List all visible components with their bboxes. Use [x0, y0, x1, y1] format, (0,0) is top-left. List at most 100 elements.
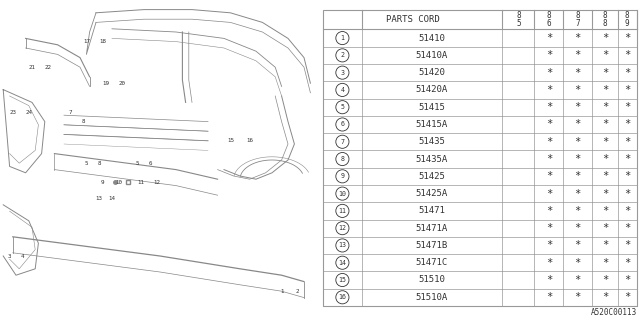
- Text: 22: 22: [45, 65, 51, 70]
- Text: 6: 6: [148, 161, 152, 166]
- Text: 4: 4: [340, 87, 344, 93]
- Text: 51425A: 51425A: [416, 189, 448, 198]
- Circle shape: [336, 66, 349, 79]
- Text: *: *: [575, 240, 580, 251]
- Circle shape: [336, 152, 349, 166]
- Text: *: *: [602, 275, 608, 285]
- Text: 2: 2: [340, 52, 344, 58]
- Text: 51510A: 51510A: [416, 293, 448, 302]
- Text: *: *: [575, 223, 580, 233]
- Text: *: *: [624, 154, 630, 164]
- Text: *: *: [575, 102, 580, 112]
- Text: *: *: [602, 50, 608, 60]
- Text: *: *: [575, 171, 580, 181]
- Text: *: *: [624, 206, 630, 216]
- Text: *: *: [624, 119, 630, 130]
- Text: 51415: 51415: [419, 103, 445, 112]
- Text: 7: 7: [340, 139, 344, 145]
- Text: *: *: [624, 188, 630, 199]
- Text: *: *: [546, 292, 552, 302]
- Text: 7: 7: [575, 19, 580, 28]
- Text: *: *: [575, 154, 580, 164]
- Text: 5: 5: [516, 19, 521, 28]
- Text: *: *: [602, 102, 608, 112]
- Text: *: *: [575, 33, 580, 43]
- Text: 3: 3: [340, 70, 344, 76]
- Text: 10: 10: [115, 180, 122, 185]
- Text: *: *: [602, 223, 608, 233]
- Text: *: *: [575, 275, 580, 285]
- Text: 15: 15: [339, 277, 346, 283]
- Text: *: *: [575, 258, 580, 268]
- Text: 1: 1: [340, 35, 344, 41]
- Text: 6: 6: [547, 19, 551, 28]
- Text: *: *: [624, 102, 630, 112]
- Text: *: *: [575, 50, 580, 60]
- Text: 2: 2: [296, 289, 300, 294]
- Text: 12: 12: [339, 225, 346, 231]
- Text: 6: 6: [340, 122, 344, 127]
- Text: 14: 14: [339, 260, 346, 266]
- Text: 8: 8: [625, 11, 630, 20]
- Text: 51410: 51410: [419, 34, 445, 43]
- Text: 12: 12: [154, 180, 160, 185]
- Text: *: *: [624, 292, 630, 302]
- Text: *: *: [546, 258, 552, 268]
- Text: 8: 8: [516, 11, 521, 20]
- Text: *: *: [546, 188, 552, 199]
- Text: *: *: [575, 206, 580, 216]
- Text: 20: 20: [118, 81, 125, 86]
- Circle shape: [336, 239, 349, 252]
- Text: 5: 5: [136, 161, 140, 166]
- Circle shape: [336, 49, 349, 62]
- Text: *: *: [546, 137, 552, 147]
- Text: *: *: [546, 102, 552, 112]
- Text: 11: 11: [339, 208, 346, 214]
- Text: 51425: 51425: [419, 172, 445, 181]
- Circle shape: [336, 273, 349, 287]
- Text: 19: 19: [102, 81, 109, 86]
- Text: 5: 5: [340, 104, 344, 110]
- Text: *: *: [546, 68, 552, 78]
- Text: *: *: [546, 154, 552, 164]
- Text: 51420: 51420: [419, 68, 445, 77]
- Circle shape: [336, 83, 349, 97]
- Text: PARTS CORD: PARTS CORD: [386, 15, 440, 24]
- Text: 16: 16: [339, 294, 346, 300]
- Text: *: *: [602, 154, 608, 164]
- Text: 51415A: 51415A: [416, 120, 448, 129]
- Text: 9: 9: [625, 19, 630, 28]
- Text: 13: 13: [339, 243, 346, 248]
- Text: 8: 8: [97, 161, 101, 166]
- Circle shape: [336, 118, 349, 131]
- Text: *: *: [602, 85, 608, 95]
- Text: 9: 9: [100, 180, 104, 185]
- Text: *: *: [624, 33, 630, 43]
- Text: *: *: [602, 188, 608, 199]
- Text: *: *: [624, 223, 630, 233]
- Text: *: *: [624, 50, 630, 60]
- Text: *: *: [602, 33, 608, 43]
- Text: *: *: [602, 240, 608, 251]
- Text: 13: 13: [96, 196, 102, 201]
- Text: 51510: 51510: [419, 276, 445, 284]
- Text: 24: 24: [26, 109, 32, 115]
- Text: 3: 3: [8, 253, 12, 259]
- Text: 7: 7: [68, 109, 72, 115]
- Text: *: *: [546, 206, 552, 216]
- Circle shape: [336, 170, 349, 183]
- Circle shape: [336, 187, 349, 200]
- Text: *: *: [546, 85, 552, 95]
- Text: *: *: [602, 137, 608, 147]
- Text: 23: 23: [10, 109, 16, 115]
- Circle shape: [336, 256, 349, 269]
- Text: *: *: [546, 50, 552, 60]
- Text: 17: 17: [83, 39, 90, 44]
- Text: 51471A: 51471A: [416, 224, 448, 233]
- Circle shape: [336, 204, 349, 218]
- Text: 10: 10: [339, 191, 346, 196]
- Text: 11: 11: [138, 180, 144, 185]
- Text: 51471B: 51471B: [416, 241, 448, 250]
- Text: *: *: [624, 258, 630, 268]
- Text: *: *: [546, 275, 552, 285]
